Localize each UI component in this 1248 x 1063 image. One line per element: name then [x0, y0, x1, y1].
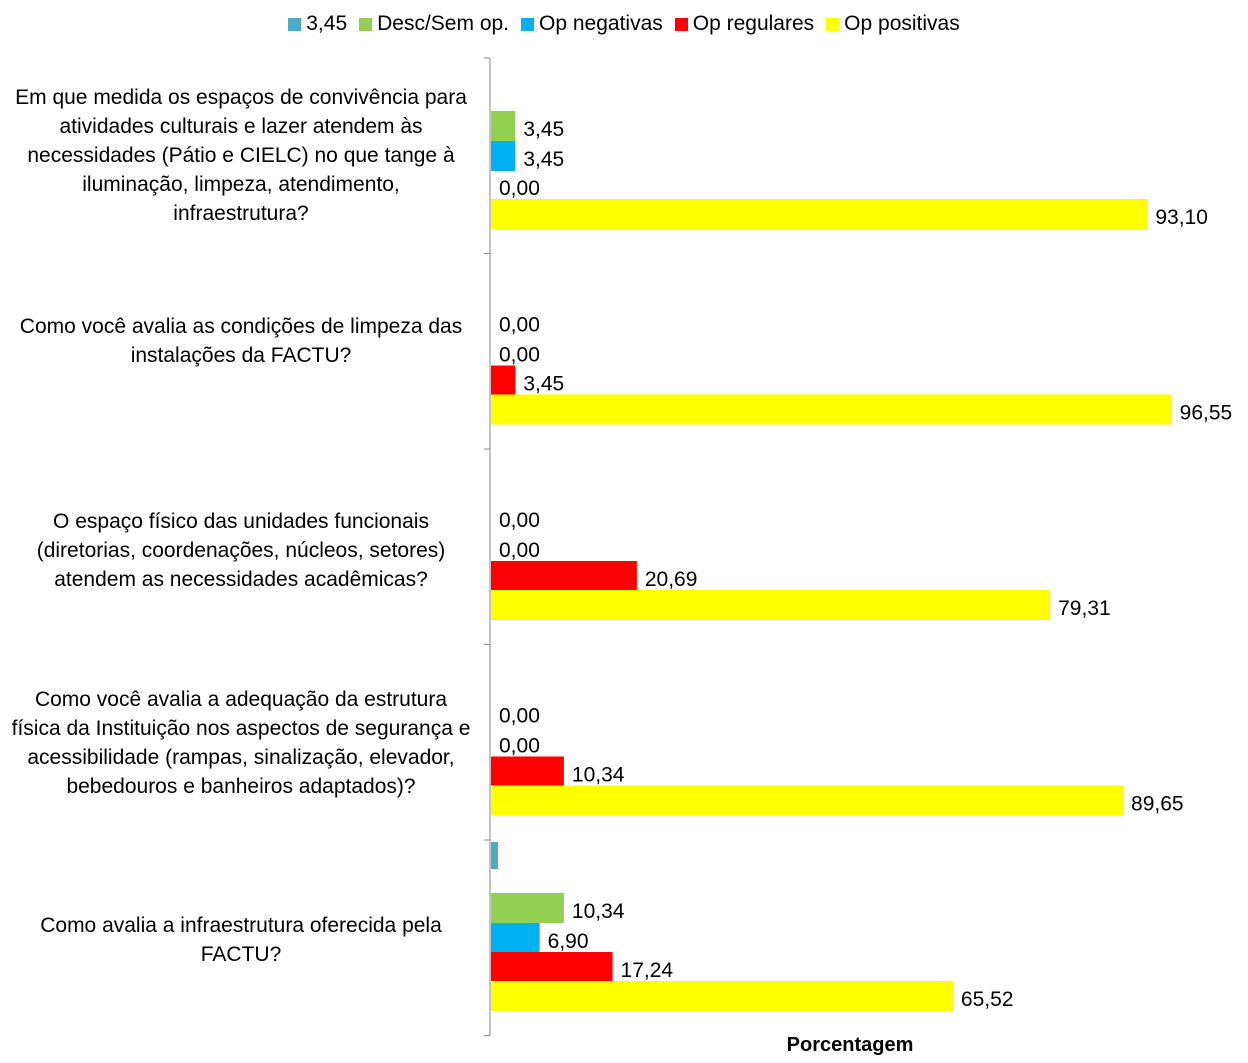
legend-label: 3,45	[306, 12, 348, 35]
category-label-line: O espaço físico das unidades funcionais	[53, 509, 429, 533]
category-label-line: (diretorias, coordenações, núcleos, seto…	[36, 538, 446, 562]
data-label: 6,90	[548, 930, 589, 953]
data-label: 0,00	[499, 509, 540, 532]
data-label: 79,31	[1058, 597, 1111, 620]
bar-op-negativas-0	[491, 141, 516, 171]
data-label: 0,00	[499, 705, 540, 728]
data-label: 10,34	[572, 764, 625, 787]
legend-item-2: Op negativas	[521, 12, 663, 36]
legend-item-3: Op regulares	[674, 12, 815, 36]
bar-desc-sem-op--4	[491, 893, 564, 923]
category-label-line: atividades culturais e lazer atendem às	[59, 114, 423, 138]
category-label-line: FACTU?	[200, 943, 282, 966]
category-label-line: acessibilidade (rampas, sinalização, ele…	[27, 746, 455, 769]
data-label: 0,00	[499, 314, 540, 337]
bar-op-positivas-0	[491, 199, 1148, 229]
data-label: 3,45	[523, 118, 564, 141]
data-label: 3,45	[523, 373, 564, 396]
legend-swatch	[359, 18, 373, 31]
data-label: 17,24	[621, 959, 674, 982]
category-label-line: iluminação, limpeza, atendimento,	[82, 172, 400, 196]
category-label-line: Em que medida os espaços de convivência …	[15, 85, 467, 109]
bar-op-regulares-4	[491, 952, 613, 982]
data-label: 20,69	[645, 568, 698, 591]
category-label: O espaço físico das unidades funcionais (…	[6, 507, 476, 594]
legend-swatch	[826, 18, 840, 31]
legend-swatch	[521, 18, 535, 31]
bar-3-45-4	[491, 842, 499, 869]
data-label: 0,00	[499, 539, 540, 562]
legend-label: Desc/Sem op.	[377, 12, 510, 35]
category-label-line: Como avalia a infraestrutura oferecida p…	[40, 914, 442, 937]
legend-swatch	[288, 18, 302, 31]
data-label: 0,00	[499, 735, 540, 758]
bar-op-positivas-1	[491, 394, 1172, 425]
data-label: 0,00	[499, 344, 540, 367]
data-label: 96,55	[1180, 402, 1233, 425]
category-label: Como você avalia as condições de limpeza…	[6, 312, 476, 370]
bar-op-regulares-1	[491, 365, 516, 396]
data-label: 0,00	[499, 177, 540, 200]
data-label: 10,34	[572, 900, 625, 923]
bar-desc-sem-op--0	[491, 111, 516, 141]
bar-op-negativas-4	[491, 923, 540, 953]
legend-item-0: 3,45	[288, 12, 347, 36]
category-label: Em que medida os espaços de convivência …	[6, 83, 476, 228]
bar-op-positivas-3	[491, 785, 1124, 816]
legend-label: Op regulares	[692, 12, 815, 35]
legend-label: Op negativas	[539, 12, 663, 35]
category-label-line: Como você avalia as condições de limpeza…	[19, 315, 463, 338]
category-label-line: atendem as necessidades acadêmicas?	[54, 567, 428, 591]
bar-op-regulares-2	[491, 561, 637, 591]
category-label: Como avalia a infraestrutura oferecida p…	[6, 911, 476, 969]
legend-item-4: Op positivas	[826, 12, 960, 36]
bar-op-positivas-2	[491, 590, 1051, 620]
bar-op-regulares-3	[491, 756, 564, 787]
bar-op-positivas-4	[491, 981, 953, 1011]
category-label-line: Como você avalia a adequação da estrutur…	[34, 688, 448, 711]
data-label: 3,45	[523, 148, 564, 171]
category-label-line: instalações da FACTU?	[130, 344, 352, 367]
category-label-line: física da Instituição nos aspectos de se…	[11, 717, 471, 740]
legend-swatch	[674, 18, 688, 31]
legend: 3,45 Desc/Sem op. Op negativas Op regulares…	[0, 12, 1248, 36]
data-label: 65,52	[961, 988, 1014, 1011]
legend-item-1: Desc/Sem op.	[359, 12, 509, 36]
category-label: Como você avalia a adequação da estrutur…	[6, 685, 476, 801]
data-label: 93,10	[1155, 206, 1208, 229]
legend-label: Op positivas	[844, 12, 960, 35]
data-label: 89,65	[1131, 793, 1184, 816]
x-axis-title: Porcentagem	[786, 1034, 914, 1056]
category-label-line: infraestrutura?	[173, 201, 309, 225]
category-label-line: bebedouros e banheiros adaptados)?	[66, 775, 416, 798]
category-label-line: necessidades (Pátio e CIELC) no que tang…	[27, 143, 455, 167]
